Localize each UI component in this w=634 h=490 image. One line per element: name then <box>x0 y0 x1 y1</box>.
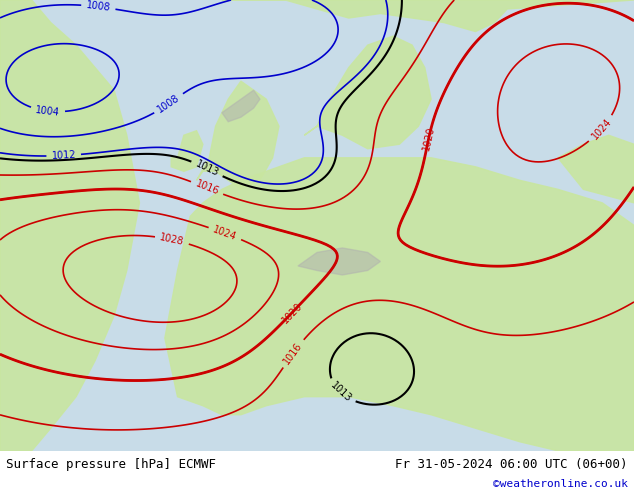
Polygon shape <box>222 0 634 31</box>
Text: 1013: 1013 <box>328 381 353 405</box>
Text: 1016: 1016 <box>282 341 304 366</box>
Polygon shape <box>165 158 634 451</box>
FancyBboxPatch shape <box>0 0 634 451</box>
Text: 1012: 1012 <box>51 150 76 161</box>
Text: 1024: 1024 <box>212 224 238 242</box>
Text: 1004: 1004 <box>35 104 60 118</box>
Text: Surface pressure [hPa] ECMWF: Surface pressure [hPa] ECMWF <box>6 458 216 471</box>
Polygon shape <box>197 81 279 189</box>
Text: 1008: 1008 <box>156 93 182 115</box>
Polygon shape <box>222 90 260 122</box>
Text: 1020: 1020 <box>280 300 304 325</box>
Text: 1008: 1008 <box>86 0 111 13</box>
Polygon shape <box>558 135 634 203</box>
Text: 1028: 1028 <box>159 232 185 247</box>
Text: 1016: 1016 <box>194 179 220 197</box>
Text: 1013: 1013 <box>194 159 220 178</box>
Text: Fr 31-05-2024 06:00 UTC (06+00): Fr 31-05-2024 06:00 UTC (06+00) <box>395 458 628 471</box>
Polygon shape <box>298 248 380 275</box>
Polygon shape <box>304 36 431 149</box>
Polygon shape <box>171 131 203 172</box>
Text: 1024: 1024 <box>590 117 613 142</box>
Text: ©weatheronline.co.uk: ©weatheronline.co.uk <box>493 479 628 489</box>
Polygon shape <box>0 0 139 451</box>
Text: 1020: 1020 <box>421 125 436 151</box>
